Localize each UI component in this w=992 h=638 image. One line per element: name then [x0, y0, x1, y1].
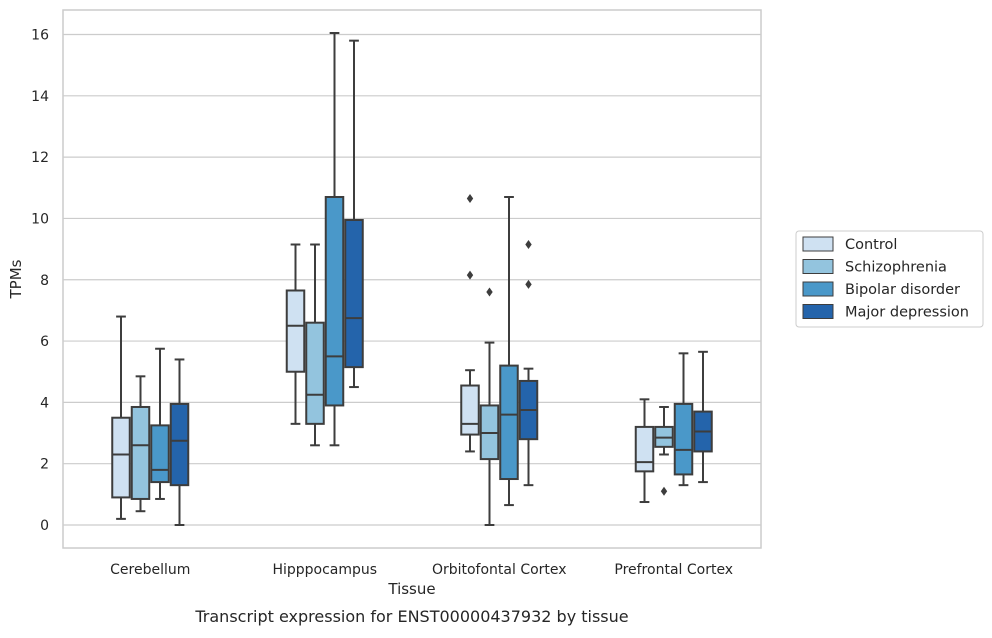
box: [285, 289, 306, 373]
x-axis-label: Tissue: [387, 580, 435, 598]
legend-label: Control: [845, 237, 897, 253]
box-group: [634, 350, 713, 504]
box: [634, 425, 655, 473]
y-tick-label: 10: [31, 211, 49, 227]
x-tick-label: Prefrontal Cortex: [614, 562, 733, 578]
box-groups: [111, 31, 713, 527]
box: [111, 416, 131, 499]
legend: Control Schizophrenia Bipolar disorder Majo…: [795, 230, 984, 328]
y-axis-label: TPMs: [7, 259, 25, 299]
box: [344, 218, 364, 369]
outlier-marker: [660, 486, 668, 496]
y-tick-label: 8: [40, 273, 49, 289]
legend-swatch: [802, 236, 834, 252]
x-tick-label: Orbitofontal Cortex: [432, 562, 567, 578]
y-tick-label: 14: [31, 89, 49, 105]
box: [130, 405, 151, 500]
outlier-marker: [525, 240, 532, 250]
box: [169, 402, 190, 487]
y-tick-label: 16: [31, 28, 49, 44]
legend-swatch: [802, 304, 834, 319]
y-tick-labels: 0 2 4 6 8 10 12 14 16: [31, 28, 49, 534]
box: [673, 402, 694, 476]
legend-label: Schizophrenia: [845, 260, 947, 276]
legend-swatch: [802, 281, 834, 297]
y-tick-label: 6: [40, 334, 49, 350]
outlier-marker: [466, 270, 474, 280]
x-tick-labels: Cerebellum Hipppocampus Orbitofontal Corte…: [110, 562, 733, 578]
y-tick-label: 12: [31, 150, 49, 166]
outlier-marker: [525, 279, 532, 289]
box-group: [285, 31, 364, 447]
legend-label: Major depression: [845, 305, 969, 321]
y-tick-label: 0: [40, 518, 49, 534]
outlier-marker: [486, 287, 493, 297]
outlier-marker: [466, 194, 474, 204]
y-tick-label: 2: [40, 457, 49, 473]
legend-label: Bipolar disorder: [845, 282, 960, 298]
figure-caption: Transcript expression for ENST0000043793…: [194, 607, 628, 626]
box: [150, 424, 170, 484]
box-group: [460, 194, 539, 527]
box: [460, 384, 480, 436]
box: [305, 321, 325, 425]
x-tick-label: Hipppocampus: [272, 562, 377, 578]
box: [499, 364, 519, 481]
box: [324, 195, 345, 407]
y-tick-label: 4: [40, 395, 49, 411]
x-tick-label: Cerebellum: [110, 562, 190, 578]
box-group: [111, 315, 190, 527]
legend-swatch: [802, 259, 834, 274]
legend-frame: [795, 230, 984, 328]
plot-frame: [62, 9, 762, 549]
